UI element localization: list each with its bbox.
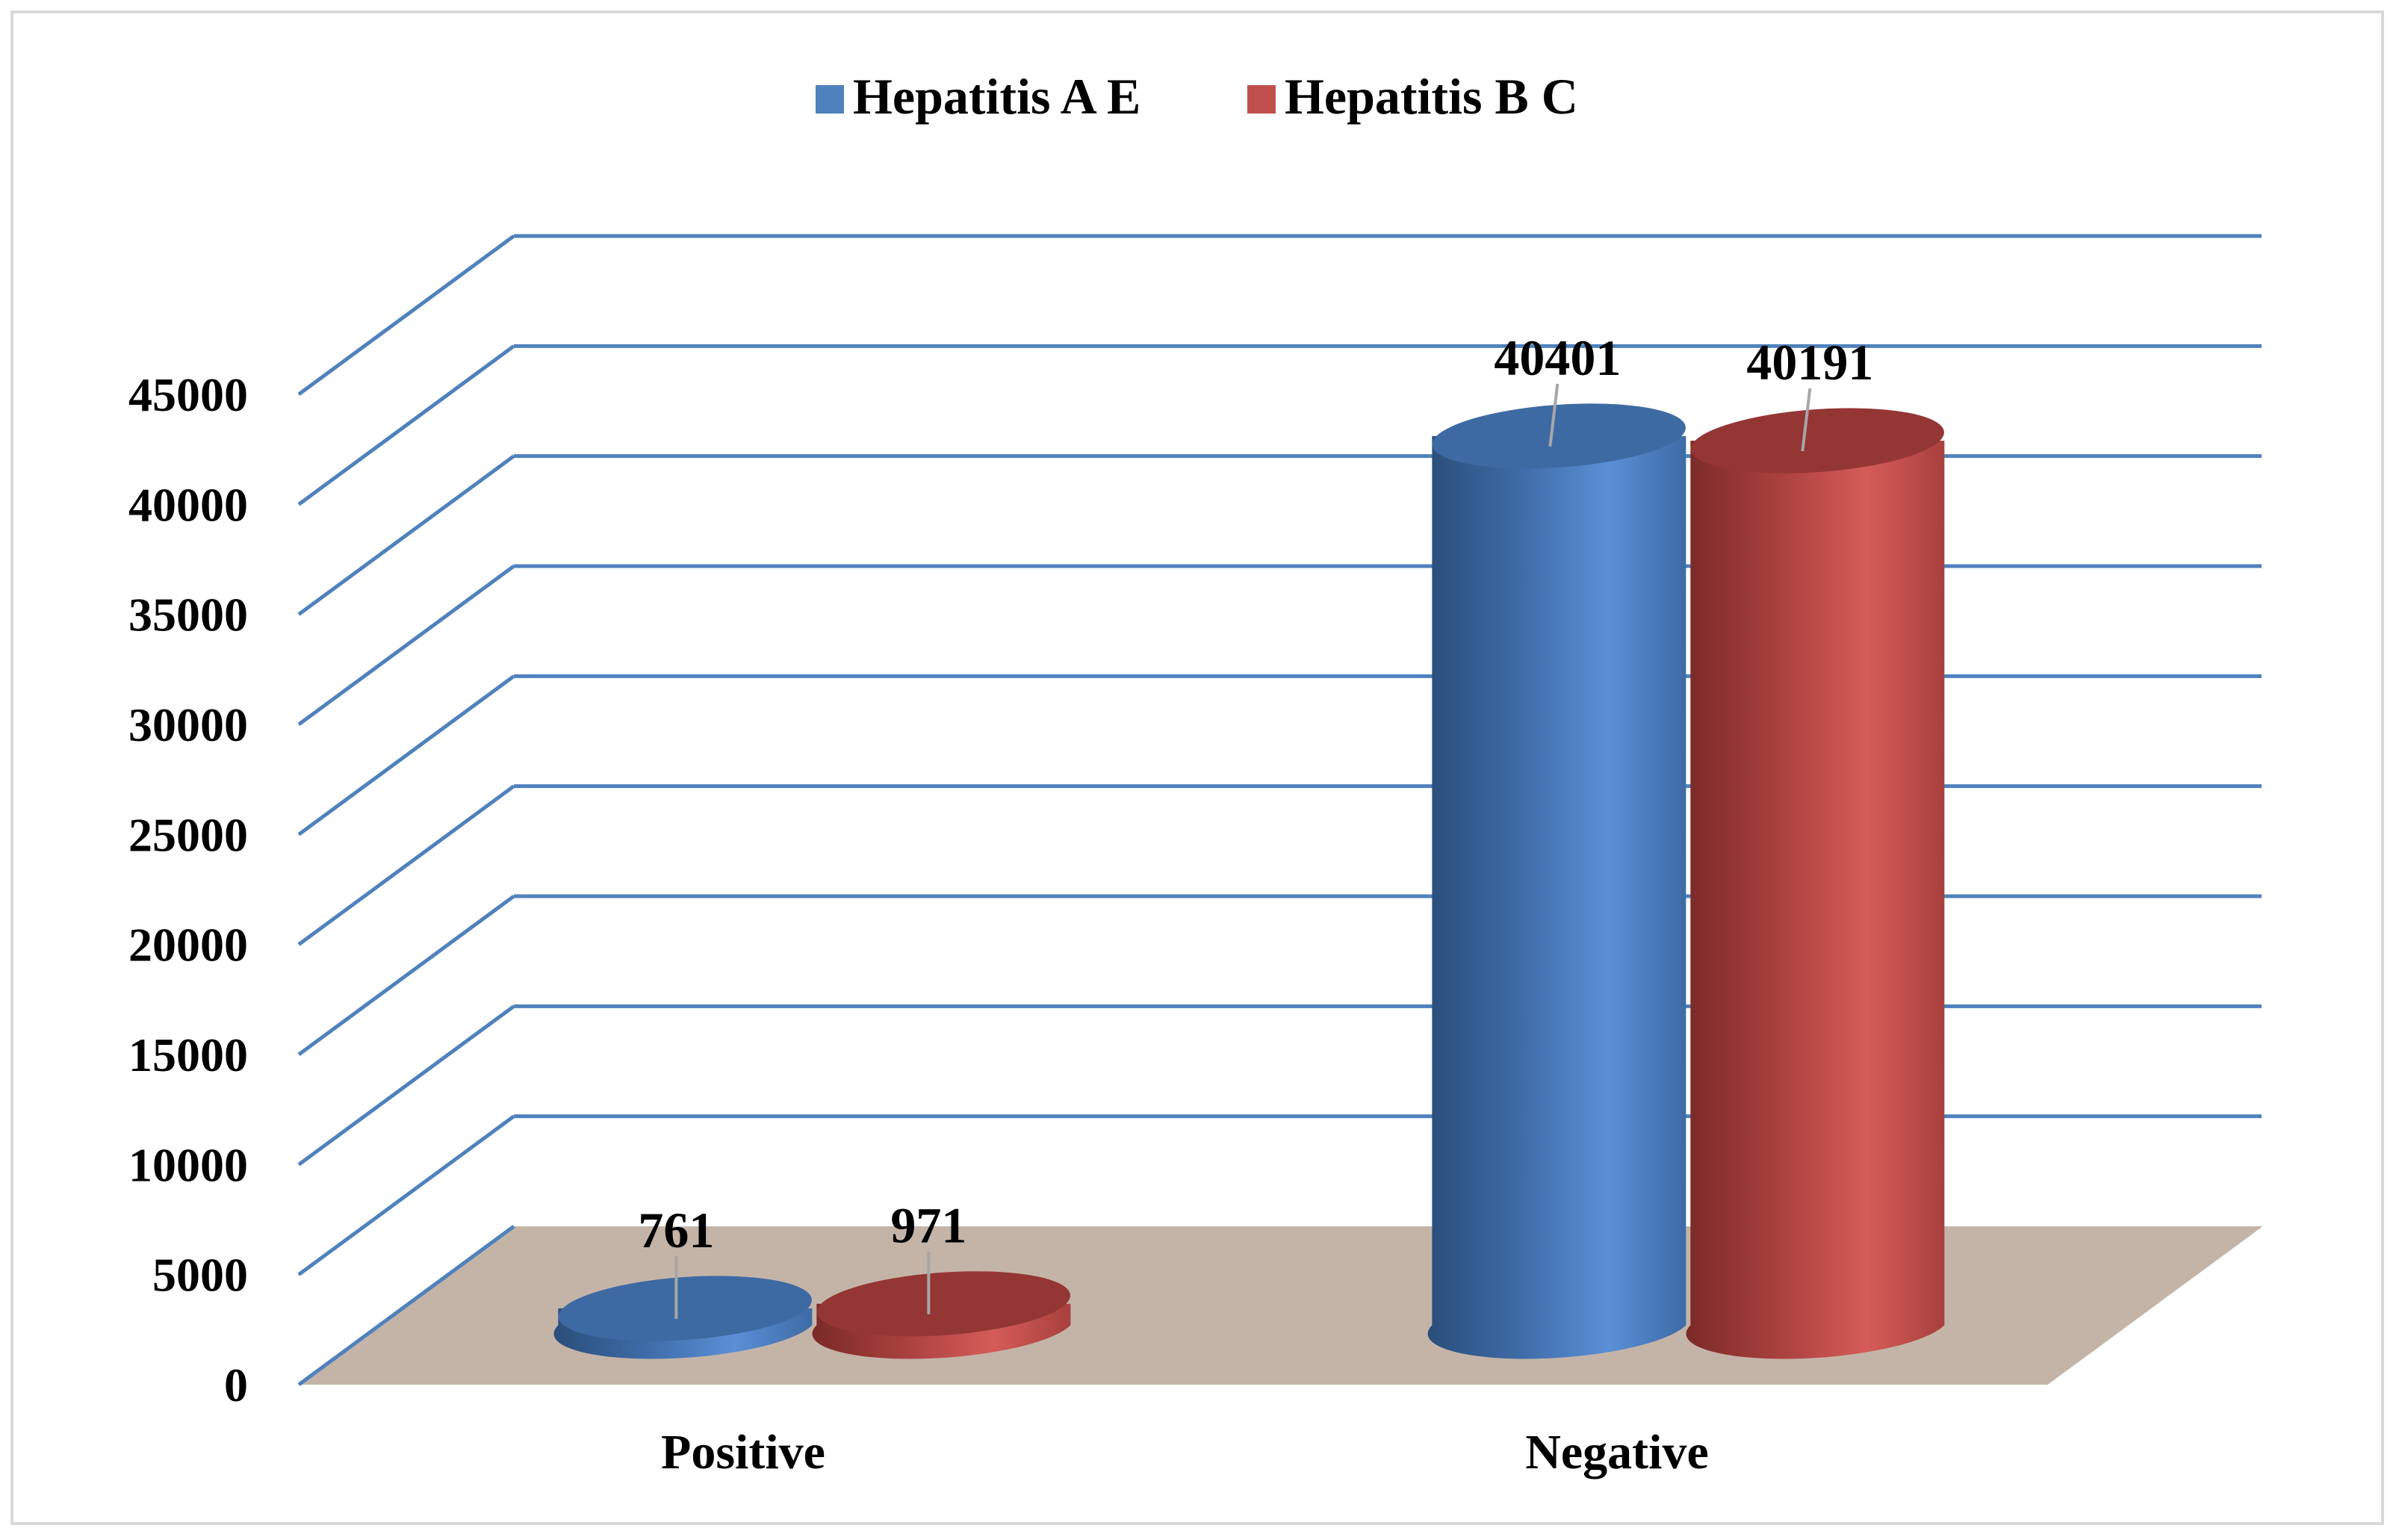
legend-entry: Hepatitis A E	[816, 68, 1140, 125]
data-labels: 761 971 40401 40191	[638, 329, 1873, 1319]
gridline	[297, 674, 2262, 836]
bar	[812, 1271, 1071, 1359]
svg-text:761: 761	[638, 1202, 714, 1258]
data-label: 40191	[1746, 334, 1873, 452]
gridline	[297, 344, 2262, 506]
floor-edge	[2046, 1226, 2262, 1385]
svg-text:40401: 40401	[1494, 329, 1621, 386]
y-tick-label: 45000	[128, 368, 248, 421]
category-label: Negative	[1525, 1425, 1709, 1480]
gridline	[297, 564, 2262, 727]
bar	[1686, 408, 1945, 1359]
y-tick-label: 25000	[128, 808, 248, 861]
gridline	[297, 1114, 2262, 1276]
bar	[1427, 403, 1686, 1359]
legend-entry: Hepatitis B C	[1247, 68, 1578, 125]
bar	[553, 1276, 813, 1359]
svg-text:40191: 40191	[1746, 334, 1873, 391]
data-label: 761	[638, 1202, 714, 1319]
data-label: 40401	[1494, 329, 1621, 447]
y-tick-label: 5000	[152, 1249, 248, 1302]
gridline	[297, 454, 2262, 616]
y-tick-label: 15000	[128, 1028, 248, 1081]
data-label: 971	[890, 1197, 966, 1314]
gridline	[297, 1004, 2262, 1167]
y-tick-label: 0	[224, 1359, 248, 1412]
legend-swatch	[816, 85, 844, 114]
gridlines	[297, 234, 2262, 1387]
category-labels: Positive Negative	[661, 1425, 1709, 1480]
y-tick-label: 10000	[128, 1138, 248, 1191]
y-axis-ticks: 0 5000 10000 15000 20000 25000 30000 35000 40000…	[128, 368, 248, 1412]
y-tick-label: 40000	[128, 478, 248, 531]
bars	[553, 403, 1945, 1359]
gridline	[297, 784, 2262, 946]
y-tick-label: 20000	[128, 919, 248, 972]
category-label: Positive	[661, 1425, 825, 1480]
gridline	[297, 234, 2262, 397]
legend: Hepatitis A E Hepatitis B C	[816, 68, 1578, 125]
y-tick-label: 30000	[128, 698, 248, 751]
y-tick-label: 35000	[128, 589, 248, 642]
legend-label: Hepatitis A E	[853, 68, 1140, 125]
gridline	[297, 1224, 515, 1387]
legend-label: Hepatitis B C	[1285, 68, 1578, 125]
svg-text:971: 971	[890, 1197, 966, 1254]
gridline	[297, 894, 2262, 1057]
legend-swatch	[1247, 85, 1276, 114]
